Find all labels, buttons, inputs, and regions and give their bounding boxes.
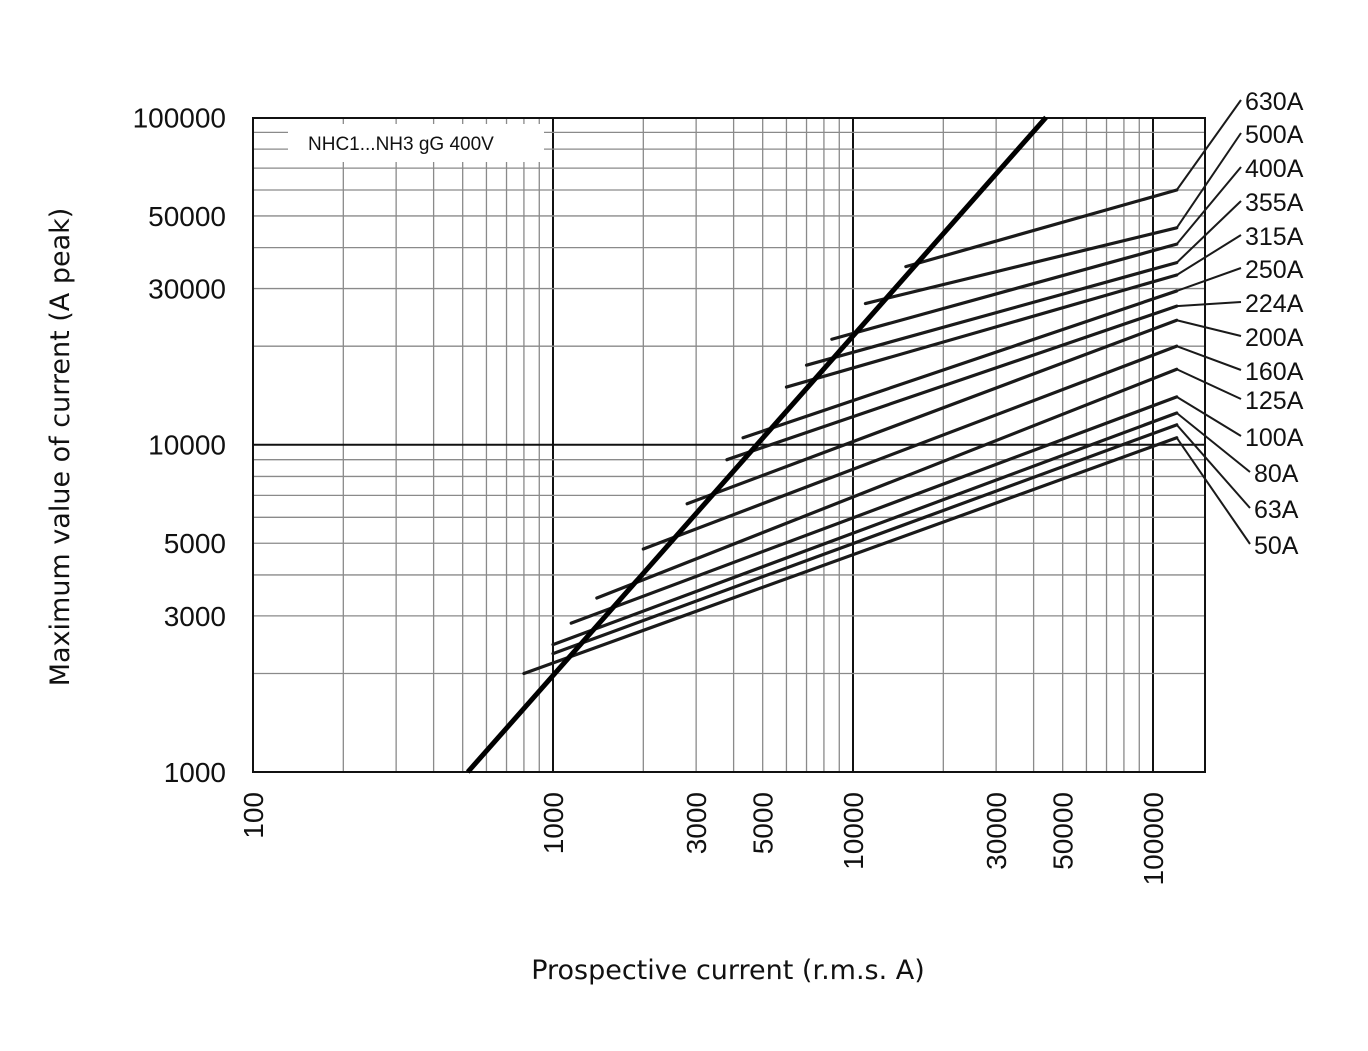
series-line-315a: [784, 273, 1179, 389]
series-label-224a: 224A: [1245, 290, 1304, 318]
leader-line-400a: [1175, 166, 1242, 245]
leader-line-224a: [1176, 301, 1242, 308]
series-line-63a: [551, 423, 1179, 656]
leader-line-50a: [1175, 437, 1251, 545]
series-label-125a: 125A: [1245, 387, 1304, 415]
leader-line-125a: [1176, 368, 1242, 400]
series-label-50a: 50A: [1254, 532, 1299, 560]
leader-line-100a: [1176, 396, 1242, 437]
x-tick-label: 1000: [538, 792, 569, 854]
series-line-100a: [569, 395, 1179, 625]
series-label-160a: 160A: [1245, 358, 1304, 386]
x-tick-label: 100: [238, 792, 269, 839]
y-tick-labels: 100000 50000 30000 10000 5000 3000 1000: [133, 102, 226, 788]
x-tick-label: 3000: [681, 792, 712, 854]
series-line-400a: [830, 242, 1179, 341]
series-label-100a: 100A: [1245, 424, 1304, 452]
leader-line-80a: [1176, 412, 1251, 473]
series-line-224a: [725, 304, 1179, 462]
leader-line-315a: [1176, 234, 1242, 276]
y-tick-label: 1000: [164, 757, 226, 788]
annotation-label: NHC1...NH3 gG 400V: [308, 134, 494, 155]
x-axis-title: Prospective current (r.m.s. A): [531, 955, 925, 986]
series-line-125a: [595, 367, 1179, 600]
y-tick-label: 50000: [148, 201, 226, 232]
y-tick-label: 100000: [133, 102, 226, 133]
series-leader-lines: [1175, 99, 1251, 545]
y-tick-label: 30000: [148, 274, 226, 305]
series-line-630a: [904, 188, 1179, 269]
x-tick-label: 50000: [1048, 792, 1079, 870]
annotation-box: NHC1...NH3 gG 400V: [288, 124, 544, 162]
y-tick-label: 5000: [164, 528, 226, 559]
x-tick-label: 100000: [1138, 792, 1169, 885]
series-label-400a: 400A: [1245, 155, 1304, 183]
x-tick-labels: 100 1000 3000 5000 10000 30000 50000 100000: [238, 792, 1169, 885]
series-label-200a: 200A: [1245, 324, 1304, 352]
x-tick-label: 10000: [838, 792, 869, 870]
series-line-160a: [641, 344, 1179, 551]
max-asymmetric-peak-line: [465, 115, 1048, 774]
y-tick-label: 10000: [148, 430, 226, 461]
series-line-200a: [685, 318, 1179, 506]
series-label-315a: 315A: [1245, 223, 1304, 251]
x-tick-label: 5000: [748, 792, 779, 854]
plot-frame: [252, 117, 1206, 773]
series-line-500a: [863, 226, 1179, 306]
series-label-63a: 63A: [1254, 496, 1299, 524]
series-line-250a: [741, 289, 1179, 440]
series-labels: 630A 500A 400A 355A 315A 250A 224A 200A 160A125A…: [1245, 88, 1304, 560]
x-tick-label: 30000: [981, 792, 1012, 870]
series-lines: [465, 115, 1179, 774]
leader-line-250a: [1176, 267, 1242, 292]
series-label-630a: 630A: [1245, 88, 1304, 116]
series-label-500a: 500A: [1245, 121, 1304, 149]
series-label-250a: 250A: [1245, 256, 1304, 284]
series-line-355a: [804, 261, 1179, 367]
series-line-50a: [522, 436, 1179, 676]
leader-line-630a: [1175, 99, 1242, 191]
series-label-80a: 80A: [1254, 460, 1299, 488]
leader-line-200a: [1176, 319, 1242, 337]
leader-line-355a: [1176, 200, 1242, 264]
leader-line-63a: [1176, 424, 1251, 509]
leader-line-500a: [1175, 132, 1242, 229]
series-label-355a: 355A: [1245, 189, 1304, 217]
series-line-80a: [551, 411, 1179, 647]
leader-line-160a: [1176, 345, 1242, 371]
y-axis-title: Maximum value of current (A peak): [45, 208, 76, 687]
grid: [253, 118, 1205, 772]
y-tick-label: 3000: [164, 601, 226, 632]
